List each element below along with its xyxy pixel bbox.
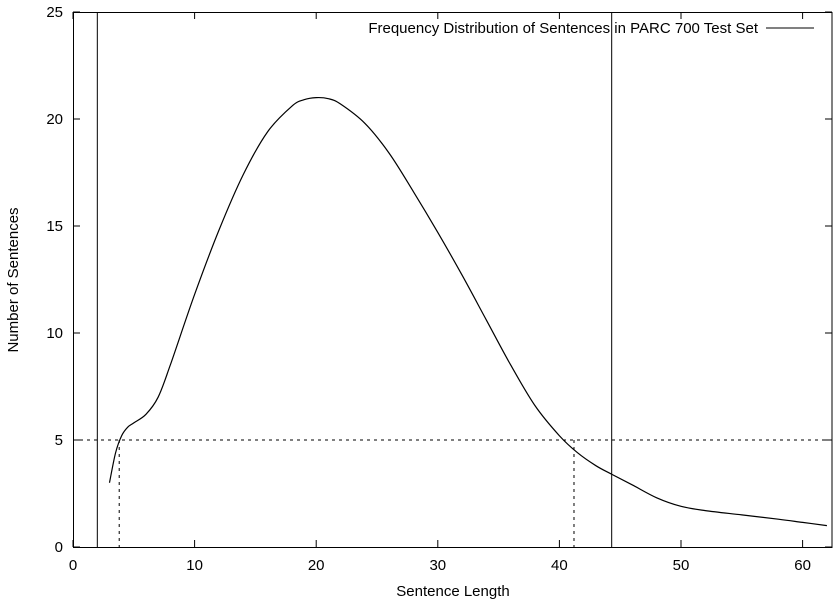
series-line [108,96,827,527]
x-axis-ticks: 0 10 20 30 40 50 60 [69,12,811,574]
x-tick-label: 20 [308,557,325,574]
y-tick-label: 0 [55,539,63,556]
legend: Frequency Distribution of Sentences in P… [368,20,814,37]
x-tick-label: 60 [794,557,811,574]
plot-border [73,12,833,548]
reference-lines [73,12,833,547]
y-tick-label: 25 [46,4,63,21]
x-tick-label: 50 [673,557,690,574]
x-tick-label: 0 [69,557,77,574]
y-tick-label: 5 [55,432,63,449]
x-tick-label: 30 [429,557,446,574]
y-tick-label: 20 [46,111,63,128]
x-tick-label: 10 [186,557,203,574]
x-tick-label: 40 [551,557,568,574]
x-axis-label: Sentence Length [396,583,509,600]
y-tick-label: 10 [46,325,63,342]
legend-entry-label: Frequency Distribution of Sentences in P… [368,20,758,37]
y-axis-ticks: 0 5 10 15 20 25 [46,4,832,556]
plot-frame [73,12,833,548]
series-layer [108,96,827,527]
y-tick-label: 15 [46,218,63,235]
y-axis-label: Number of Sentences [5,207,22,352]
